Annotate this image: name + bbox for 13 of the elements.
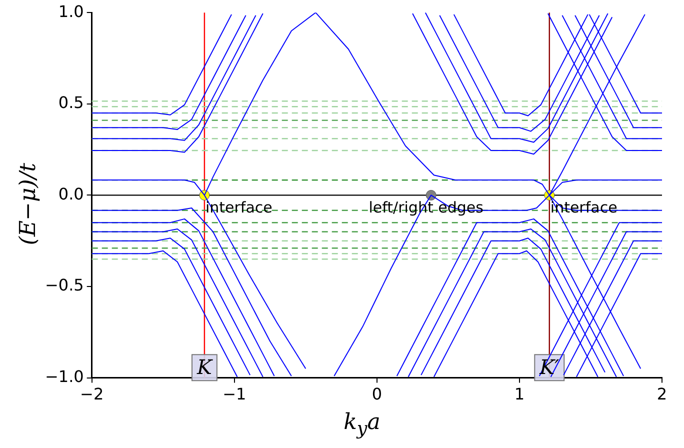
- y-tick-label: −1.0: [44, 366, 84, 386]
- y-axis-title: (E−μ)/t: [16, 162, 41, 246]
- x-tick-label: 2: [656, 384, 668, 404]
- x-tick-label: 1: [514, 384, 525, 404]
- y-tick-label: 0.0: [58, 184, 84, 204]
- annotation: K: [196, 354, 213, 379]
- x-axis-title: k$_{y}$a: [342, 410, 382, 440]
- y-tick-label: 0.5: [58, 93, 84, 112]
- x-tick-label: −2: [80, 384, 104, 404]
- y-tick-label: −0.5: [44, 276, 84, 295]
- x-tick-label: −1: [222, 384, 246, 404]
- y-tick-label: 1.0: [58, 2, 84, 21]
- x-tick-label: 0: [372, 384, 382, 404]
